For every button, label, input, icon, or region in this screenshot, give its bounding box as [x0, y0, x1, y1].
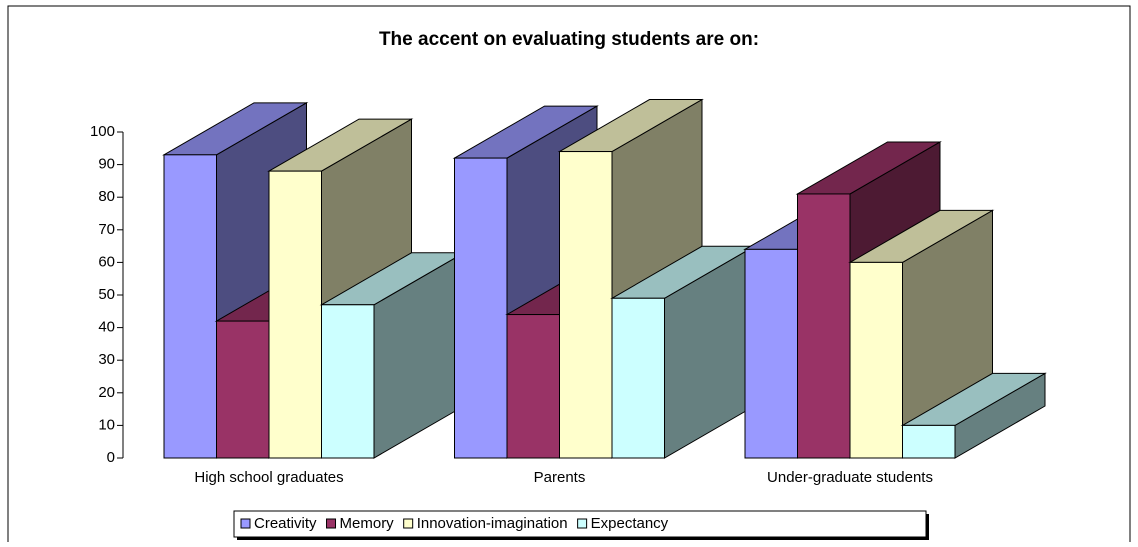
- bar: [744, 248, 798, 459]
- legend-label: Innovation-imagination: [417, 515, 568, 532]
- y-tick-label: 20: [98, 384, 115, 401]
- chart-title: The accent on evaluating students are on…: [379, 29, 759, 50]
- bar: [321, 304, 375, 459]
- bar: [454, 157, 508, 459]
- bar: [216, 320, 270, 459]
- legend-label: Creativity: [254, 515, 317, 532]
- bar: [506, 314, 560, 459]
- legend-label: Expectancy: [591, 515, 669, 532]
- legend-swatch: [403, 518, 414, 529]
- legend-swatch: [240, 518, 251, 529]
- legend-swatch: [577, 518, 588, 529]
- x-tick-label: Parents: [534, 469, 586, 486]
- x-tick-label: High school graduates: [194, 469, 343, 486]
- bar: [611, 297, 665, 459]
- y-tick-label: 50: [98, 286, 115, 303]
- x-tick-label: Under-graduate students: [767, 469, 933, 486]
- bar: [849, 261, 903, 459]
- y-tick-label: 0: [107, 449, 115, 466]
- y-tick-label: 70: [98, 221, 115, 238]
- legend-swatch: [326, 518, 337, 529]
- y-tick-label: 80: [98, 188, 115, 205]
- y-tick-label: 90: [98, 156, 115, 173]
- y-tick-label: 60: [98, 253, 115, 270]
- bar: [902, 424, 956, 459]
- y-tick-label: 10: [98, 416, 115, 433]
- y-tick-label: 100: [90, 123, 115, 140]
- legend-label: Memory: [340, 515, 395, 532]
- bar: [797, 193, 851, 459]
- bar: [163, 154, 217, 459]
- bar: [559, 151, 613, 459]
- y-tick-label: 30: [98, 351, 115, 368]
- bar: [268, 170, 322, 459]
- y-tick-label: 40: [98, 319, 115, 336]
